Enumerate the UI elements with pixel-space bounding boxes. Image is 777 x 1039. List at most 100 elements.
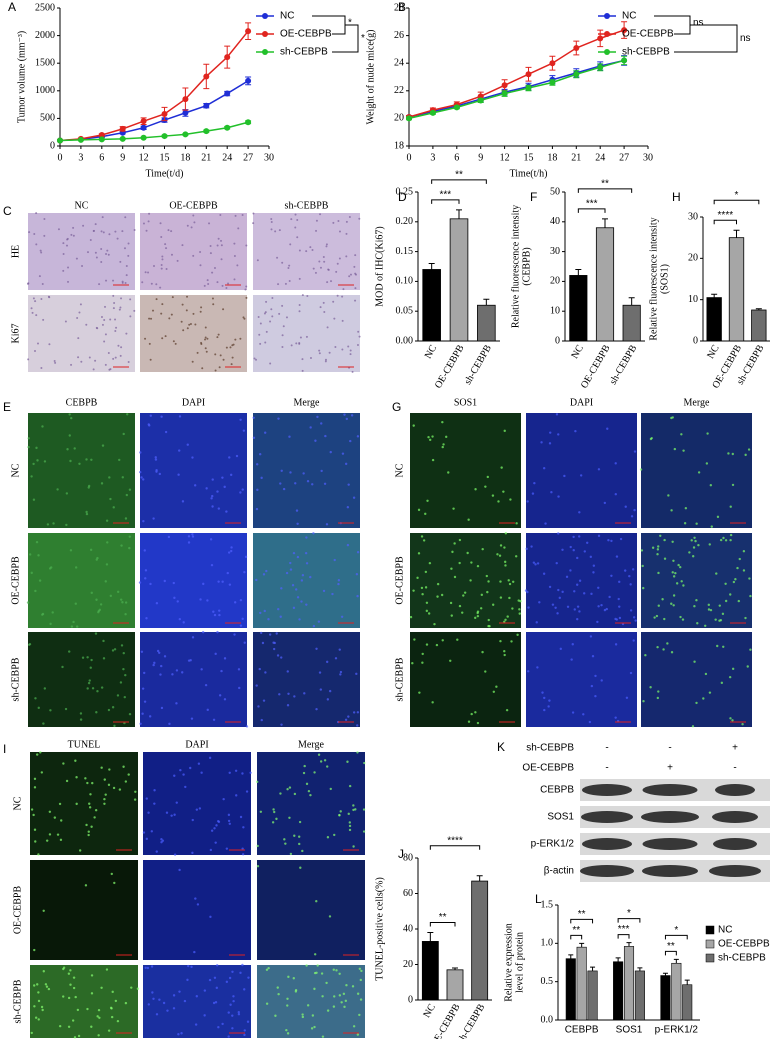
- texture-dot: [682, 584, 685, 587]
- condition-label: OE-CEBPB: [522, 763, 574, 774]
- texture-dot: [145, 837, 149, 841]
- texture-dot: [119, 354, 122, 357]
- texture-dot: [195, 995, 199, 998]
- texture-dot: [125, 274, 128, 277]
- texture-dot: [227, 813, 231, 817]
- texture-dot: [605, 607, 608, 611]
- texture-dot: [319, 688, 323, 691]
- texture-dot: [200, 341, 203, 344]
- texture-dot: [307, 789, 311, 793]
- texture-dot: [215, 986, 219, 990]
- texture-dot: [571, 711, 575, 714]
- texture-dot: [338, 813, 341, 817]
- texture-dot: [216, 244, 219, 247]
- texture-dot: [159, 286, 162, 289]
- texture-dot: [749, 594, 752, 598]
- texture-dot: [731, 483, 735, 487]
- texture-dot: [354, 287, 357, 290]
- error-bar: [549, 55, 556, 71]
- texture-dot: [66, 238, 69, 241]
- texture-dot: [462, 594, 465, 597]
- texture-dot: [294, 482, 297, 485]
- texture-dot: [40, 1005, 44, 1009]
- texture-dot: [192, 254, 195, 257]
- texture-dot: [252, 436, 256, 440]
- row-label: NC: [12, 796, 23, 810]
- y-axis-label: (SOS1): [659, 264, 670, 294]
- texture-dot: [534, 563, 537, 566]
- texture-dot: [27, 643, 31, 646]
- texture-dot: [427, 612, 431, 615]
- texture-dot: [94, 809, 98, 812]
- texture-dot: [352, 845, 355, 848]
- y-tick-label: 40: [403, 923, 413, 934]
- point: [573, 71, 580, 78]
- texture-dot: [228, 822, 231, 825]
- texture-dot: [746, 665, 749, 668]
- texture-dot: [319, 213, 322, 216]
- texture-dot: [603, 608, 607, 612]
- texture-dot: [233, 633, 236, 636]
- texture-dot: [191, 533, 194, 536]
- texture-dot: [326, 836, 330, 839]
- texture-dot: [288, 786, 292, 789]
- texture-dot: [241, 488, 244, 491]
- texture-dot: [62, 242, 65, 245]
- texture-dot: [116, 694, 120, 697]
- texture-dot: [80, 360, 83, 363]
- line: [59, 30, 249, 142]
- texture-dot: [209, 245, 212, 248]
- texture-dot: [94, 251, 97, 254]
- texture-dot: [624, 505, 627, 508]
- panel-letter: B: [398, 0, 406, 14]
- texture-dot: [445, 435, 448, 439]
- texture-dot: [327, 268, 330, 271]
- texture-dot: [313, 1025, 316, 1029]
- point: [224, 90, 231, 97]
- texture-dot: [340, 615, 344, 619]
- texture-dot: [243, 1033, 246, 1037]
- row-label: OE-CEBPB: [10, 556, 21, 605]
- y-tick-label: 28: [394, 2, 404, 13]
- texture-dot: [515, 522, 518, 525]
- texture-dot: [176, 259, 179, 262]
- texture-dot: [86, 1007, 89, 1011]
- bar: [422, 269, 441, 342]
- texture-dot: [424, 512, 427, 516]
- condition-sign: -: [605, 763, 608, 774]
- texture-dot: [175, 669, 179, 672]
- texture-dot: [596, 620, 599, 624]
- legend-label: sh-CEBPB: [280, 47, 328, 58]
- texture-dot: [124, 601, 128, 604]
- texture-dot: [736, 566, 739, 570]
- texture-dot: [629, 583, 632, 586]
- texture-dot: [120, 544, 123, 547]
- texture-dot: [75, 802, 78, 806]
- band-label: SOS1: [547, 812, 574, 823]
- texture-dot: [355, 573, 359, 576]
- texture-dot: [681, 618, 685, 621]
- texture-dot: [133, 309, 136, 312]
- texture-dot: [239, 624, 243, 627]
- texture-dot: [105, 253, 108, 256]
- texture-dot: [101, 216, 104, 219]
- texture-dot: [218, 613, 221, 617]
- texture-dot: [702, 697, 705, 700]
- point: [406, 115, 412, 122]
- texture-dot: [688, 551, 691, 554]
- texture-dot: [644, 654, 647, 657]
- significance-label: ns: [693, 18, 704, 29]
- texture-dot: [671, 416, 674, 419]
- texture-dot: [426, 499, 429, 503]
- error-bar: [684, 979, 690, 985]
- texture-dot: [110, 1015, 114, 1019]
- texture-dot: [125, 265, 128, 268]
- texture-dot: [112, 506, 115, 509]
- texture-dot: [325, 660, 329, 664]
- texture-dot: [40, 367, 43, 370]
- y-tick-label: 20: [550, 276, 560, 287]
- texture-dot: [309, 357, 312, 360]
- texture-dot: [168, 722, 171, 726]
- texture-dot: [527, 606, 530, 609]
- texture-dot: [684, 506, 688, 510]
